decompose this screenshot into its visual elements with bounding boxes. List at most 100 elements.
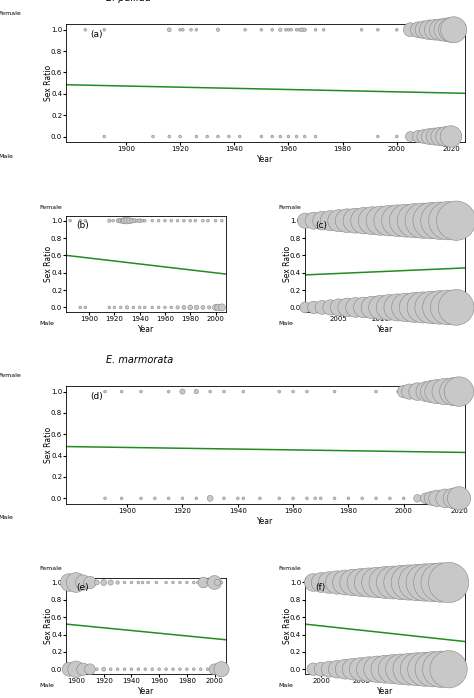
Point bbox=[165, 24, 173, 36]
Point bbox=[400, 386, 408, 397]
Text: Female: Female bbox=[278, 567, 301, 572]
Point bbox=[199, 302, 207, 313]
Point bbox=[442, 131, 449, 142]
Point bbox=[121, 215, 128, 226]
Point bbox=[100, 577, 108, 588]
Point bbox=[400, 493, 408, 504]
Point bbox=[433, 386, 441, 397]
Point bbox=[101, 386, 109, 397]
Point bbox=[422, 386, 429, 397]
Point bbox=[415, 24, 422, 36]
Point bbox=[65, 577, 73, 588]
Point bbox=[204, 215, 212, 226]
Point bbox=[437, 24, 444, 36]
Point bbox=[100, 131, 108, 142]
Point bbox=[436, 215, 443, 226]
Point bbox=[128, 664, 135, 675]
Point bbox=[155, 302, 163, 313]
Point bbox=[352, 215, 359, 226]
Point bbox=[419, 302, 427, 313]
Text: Male: Male bbox=[39, 321, 54, 326]
Point bbox=[197, 664, 204, 675]
Point bbox=[192, 131, 200, 142]
Y-axis label: Sex Ratio: Sex Ratio bbox=[45, 65, 54, 101]
Point bbox=[331, 493, 338, 504]
Point bbox=[155, 664, 163, 675]
Point bbox=[129, 302, 137, 313]
Point bbox=[180, 302, 188, 313]
Point bbox=[436, 302, 443, 313]
Point bbox=[318, 302, 326, 313]
Point bbox=[187, 24, 195, 36]
Text: Female: Female bbox=[278, 205, 301, 209]
Point bbox=[414, 493, 421, 504]
Point bbox=[79, 664, 87, 675]
Point bbox=[106, 302, 113, 313]
Point bbox=[121, 664, 128, 675]
Point bbox=[212, 215, 219, 226]
X-axis label: Year: Year bbox=[138, 325, 154, 334]
Point bbox=[318, 215, 326, 226]
Point bbox=[65, 664, 73, 675]
Point bbox=[357, 577, 365, 588]
Point bbox=[205, 302, 213, 313]
Point bbox=[325, 664, 333, 675]
Point bbox=[360, 215, 368, 226]
Point bbox=[394, 215, 401, 226]
Point bbox=[285, 131, 292, 142]
Point bbox=[394, 302, 401, 313]
Point bbox=[385, 302, 393, 313]
Point bbox=[402, 215, 410, 226]
Point bbox=[352, 302, 359, 313]
Point bbox=[275, 493, 283, 504]
Text: Male: Male bbox=[278, 321, 293, 326]
Point bbox=[333, 664, 341, 675]
Point bbox=[169, 664, 177, 675]
Point bbox=[407, 24, 414, 36]
Point bbox=[190, 577, 198, 588]
Point bbox=[433, 493, 441, 504]
Point bbox=[310, 664, 317, 675]
Point bbox=[186, 215, 194, 226]
Point bbox=[317, 493, 325, 504]
Point bbox=[445, 664, 452, 675]
Point bbox=[405, 386, 413, 397]
Point bbox=[179, 386, 186, 397]
Text: Male: Male bbox=[0, 515, 14, 521]
Point bbox=[301, 24, 309, 36]
Point bbox=[133, 215, 141, 226]
Point bbox=[179, 24, 187, 36]
Point bbox=[420, 24, 428, 36]
Point bbox=[282, 24, 290, 36]
Point bbox=[394, 386, 402, 397]
Point bbox=[426, 24, 433, 36]
Point bbox=[420, 131, 428, 142]
Point bbox=[405, 664, 412, 675]
Point bbox=[121, 577, 128, 588]
Point bbox=[100, 664, 108, 675]
Point bbox=[76, 215, 84, 226]
Text: Female: Female bbox=[0, 373, 21, 378]
Point bbox=[212, 302, 219, 313]
Point bbox=[220, 493, 228, 504]
Text: Female: Female bbox=[39, 205, 62, 209]
Text: Male: Male bbox=[0, 154, 14, 158]
Point bbox=[119, 215, 127, 226]
Point bbox=[450, 386, 457, 397]
Point bbox=[365, 577, 373, 588]
Point bbox=[236, 131, 244, 142]
Point bbox=[445, 577, 452, 588]
Point bbox=[118, 386, 126, 397]
Point bbox=[301, 215, 309, 226]
Point bbox=[179, 493, 186, 504]
Point bbox=[422, 493, 429, 504]
Point bbox=[141, 302, 148, 313]
Point bbox=[312, 24, 319, 36]
Point bbox=[393, 24, 401, 36]
Point bbox=[214, 302, 222, 313]
Point bbox=[287, 24, 295, 36]
Point bbox=[289, 386, 297, 397]
Point bbox=[86, 577, 94, 588]
Point bbox=[183, 664, 191, 675]
Point bbox=[310, 302, 318, 313]
